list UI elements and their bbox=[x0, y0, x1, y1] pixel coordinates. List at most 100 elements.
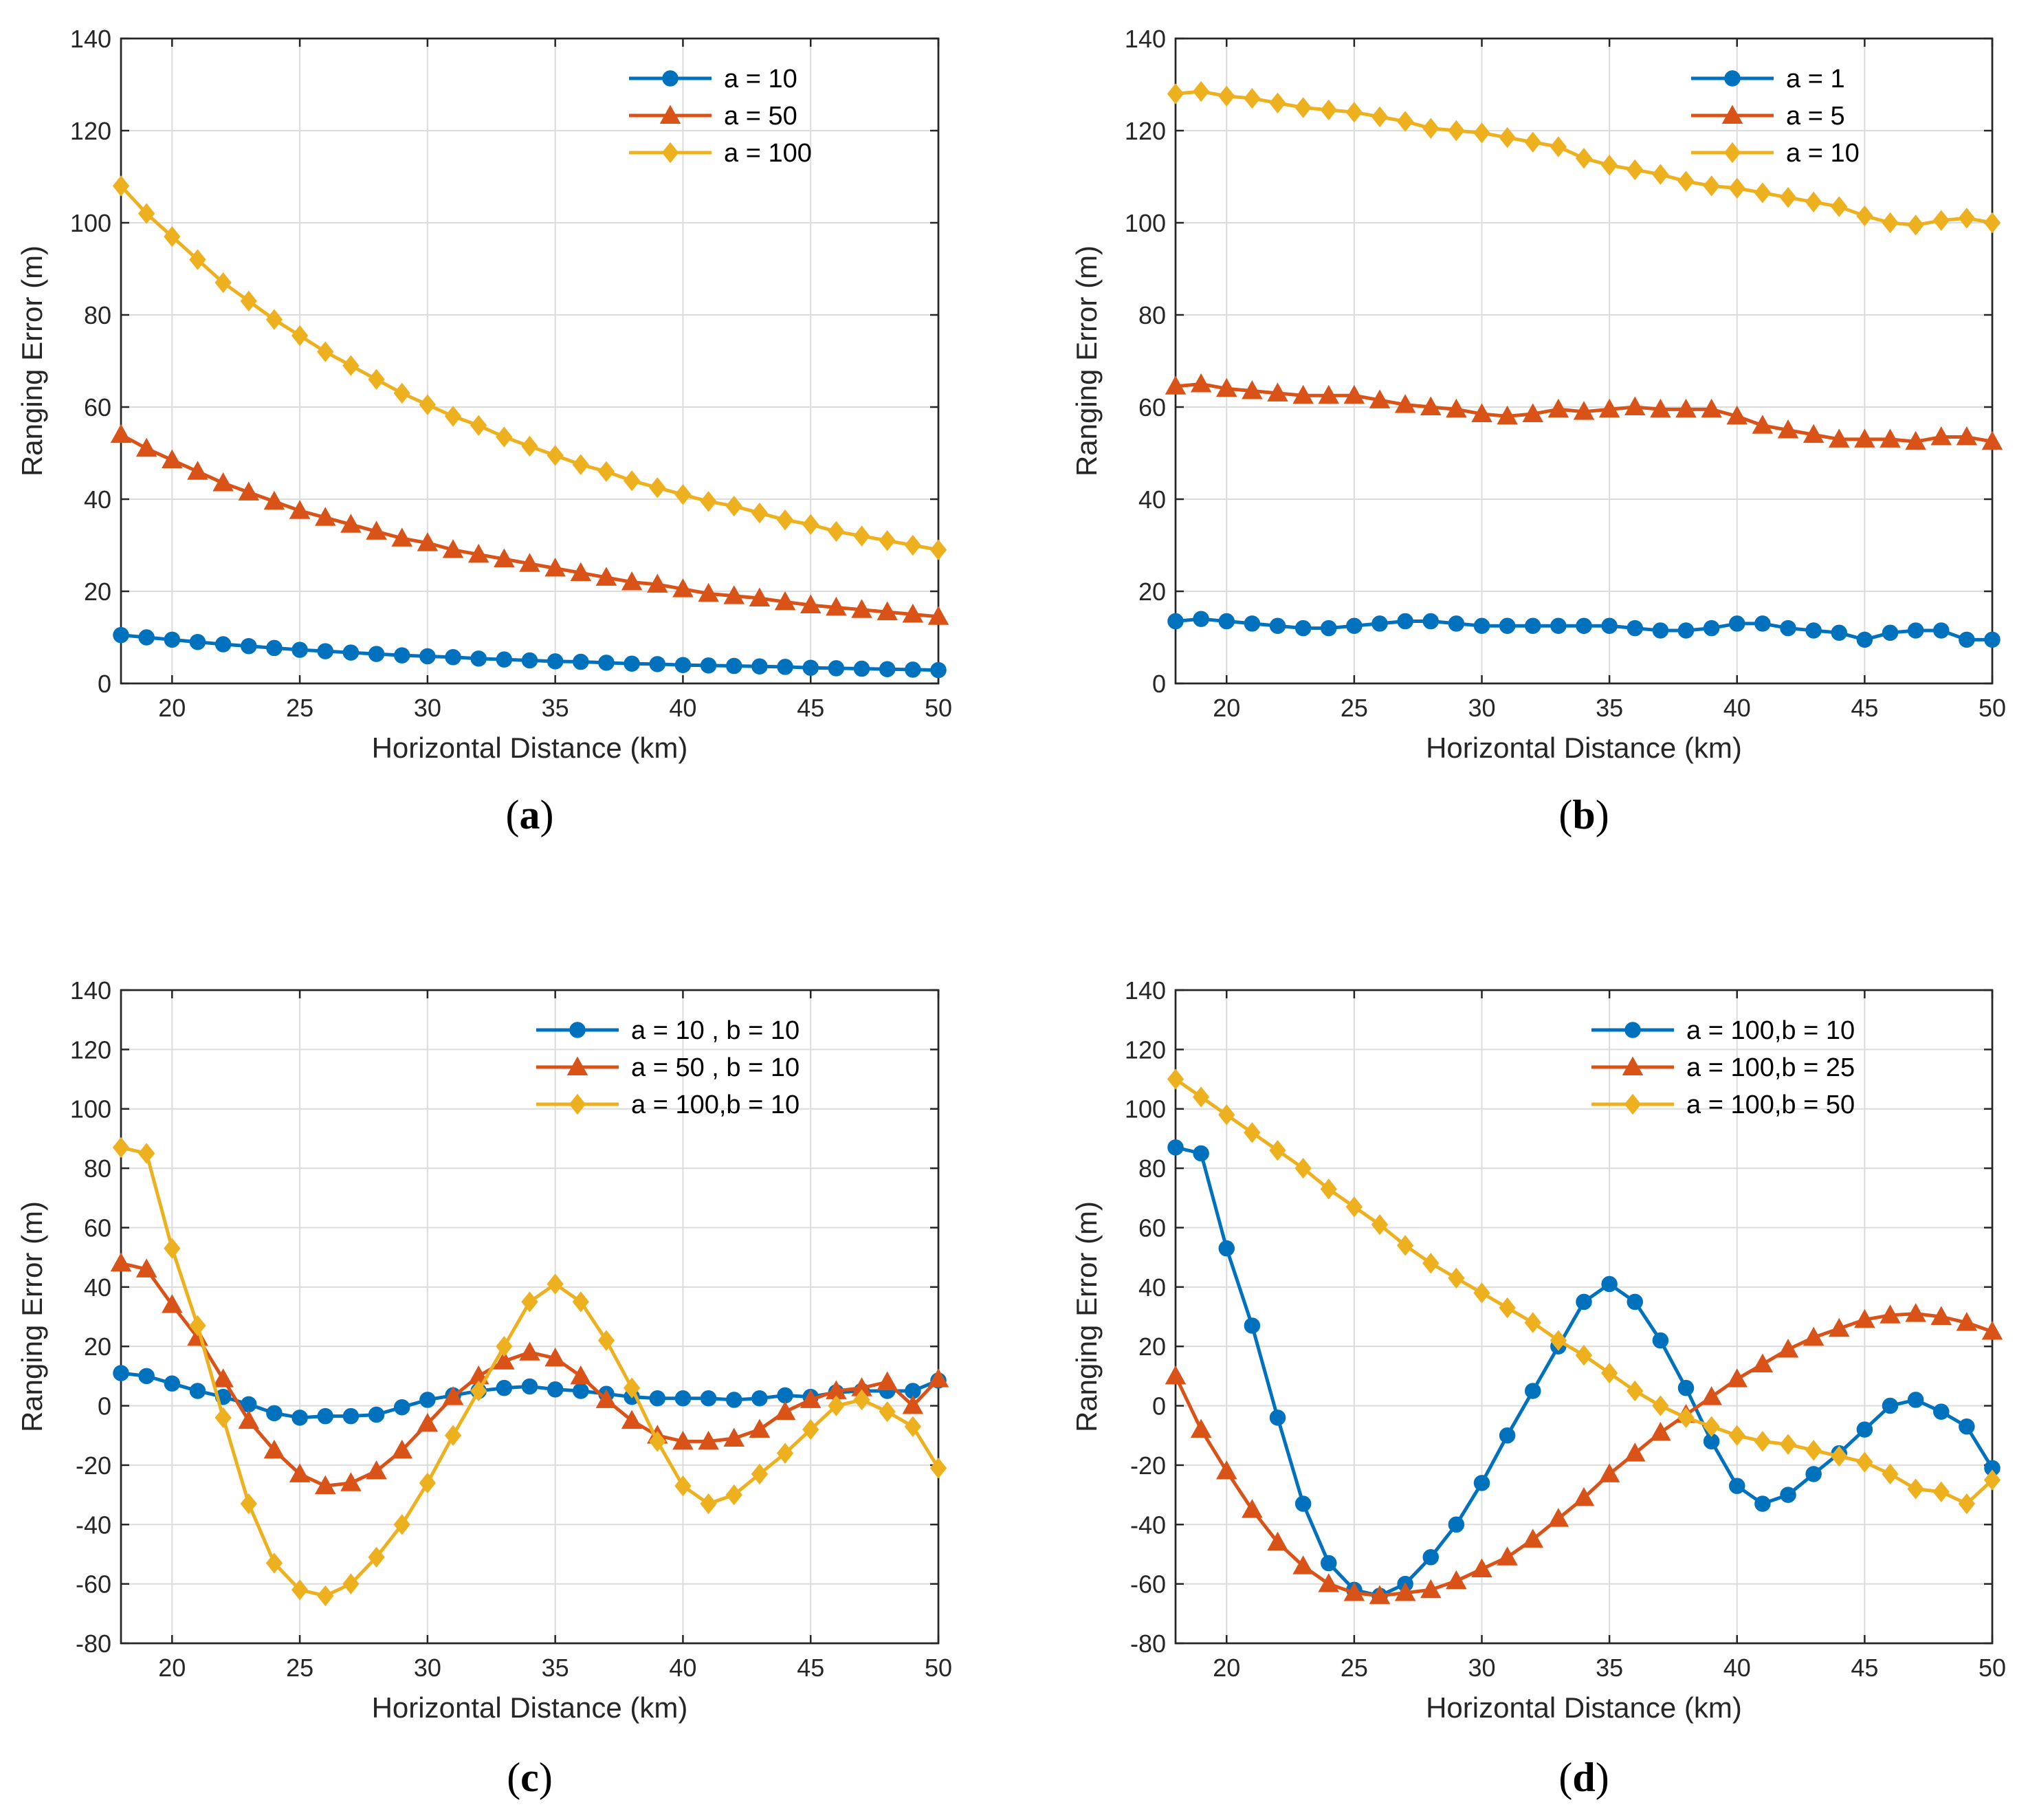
legend: a = 10 , b = 10 a = 50 , b = 10 a = 100,b … bbox=[536, 1016, 800, 1119]
data-point bbox=[902, 1395, 924, 1414]
data-point bbox=[1984, 631, 2001, 648]
data-point bbox=[1422, 1549, 1439, 1566]
data-point bbox=[1624, 1443, 1646, 1462]
data-point bbox=[113, 626, 129, 644]
data-point bbox=[393, 1399, 410, 1416]
legend-marker bbox=[1622, 1056, 1644, 1075]
data-point bbox=[1805, 1440, 1822, 1461]
data-point bbox=[1752, 415, 1774, 434]
data-point bbox=[802, 514, 819, 536]
data-point bbox=[851, 599, 872, 618]
legend-marker bbox=[566, 1056, 588, 1075]
data-point bbox=[929, 539, 947, 560]
x-tick-label: 40 bbox=[1723, 694, 1751, 722]
data-point bbox=[1780, 1487, 1796, 1503]
data-point bbox=[1547, 1508, 1569, 1527]
data-point bbox=[877, 601, 898, 621]
legend-marker bbox=[1721, 105, 1743, 124]
data-point bbox=[521, 1291, 538, 1313]
data-point bbox=[573, 1383, 589, 1399]
x-tick-label: 40 bbox=[1723, 1654, 1751, 1682]
y-tick-label: 120 bbox=[1125, 117, 1166, 145]
y-axis-label: Ranging Error (m) bbox=[1070, 245, 1103, 476]
data-point bbox=[1831, 196, 1848, 217]
data-point bbox=[1882, 624, 1899, 642]
data-point bbox=[137, 1143, 155, 1164]
x-tick-label: 40 bbox=[669, 694, 696, 722]
legend-label: a = 100,b = 25 bbox=[1686, 1053, 1855, 1082]
data-point bbox=[214, 272, 232, 294]
data-point bbox=[1601, 617, 1618, 634]
data-point bbox=[112, 1137, 130, 1159]
data-point bbox=[674, 1475, 692, 1497]
data-point bbox=[1321, 1555, 1337, 1572]
data-point bbox=[1190, 1418, 1212, 1438]
data-point bbox=[1650, 1421, 1671, 1441]
y-tick-label: -60 bbox=[1130, 1570, 1166, 1599]
data-point bbox=[1932, 210, 1950, 231]
data-point bbox=[1854, 1308, 1875, 1328]
data-point bbox=[1981, 430, 2003, 450]
series-2 bbox=[1165, 373, 2003, 450]
plot-area bbox=[1174, 37, 1994, 685]
data-point bbox=[1573, 401, 1595, 420]
data-point bbox=[623, 1377, 641, 1399]
legend-marker bbox=[569, 1093, 586, 1115]
x-tick-label: 50 bbox=[1979, 694, 2006, 722]
x-tick-label: 45 bbox=[1851, 694, 1878, 722]
x-tick-label: 45 bbox=[1851, 1654, 1878, 1682]
x-tick-label: 40 bbox=[669, 1654, 696, 1682]
data-point bbox=[1499, 617, 1516, 634]
data-point bbox=[419, 1392, 436, 1408]
y-tick-label: 0 bbox=[1152, 670, 1166, 698]
data-point bbox=[1499, 1427, 1516, 1444]
legend-label: a = 1 bbox=[1786, 65, 1845, 94]
y-tick-label: 80 bbox=[1138, 1154, 1166, 1183]
data-point bbox=[1218, 613, 1235, 630]
data-point bbox=[1930, 1306, 1952, 1325]
series-3 bbox=[1167, 1068, 2001, 1515]
data-point bbox=[544, 1347, 566, 1367]
data-point bbox=[1396, 111, 1414, 132]
data-point bbox=[904, 1416, 922, 1437]
data-point bbox=[442, 539, 464, 558]
data-point bbox=[1343, 384, 1365, 404]
data-point bbox=[1292, 1555, 1314, 1575]
data-point bbox=[1244, 1317, 1261, 1334]
data-point bbox=[519, 1341, 540, 1361]
data-point bbox=[828, 1395, 845, 1416]
legend: a = 100,b = 10 a = 100,b = 25 a = 100,b = … bbox=[1591, 1016, 1855, 1119]
data-point bbox=[1856, 631, 1873, 648]
data-point bbox=[417, 532, 439, 551]
x-tick-label: 20 bbox=[1213, 694, 1240, 722]
data-point bbox=[1907, 622, 1924, 639]
data-point bbox=[777, 1387, 793, 1404]
legend-label: a = 10 , b = 10 bbox=[631, 1016, 800, 1045]
data-point bbox=[1397, 613, 1413, 630]
data-point bbox=[1550, 617, 1567, 634]
y-tick-label: 80 bbox=[84, 301, 111, 329]
y-tick-label: -80 bbox=[1130, 1630, 1166, 1658]
data-point bbox=[1703, 1416, 1720, 1437]
series-3 bbox=[1167, 80, 2001, 236]
data-point bbox=[291, 1410, 308, 1426]
y-tick-label: 20 bbox=[84, 578, 111, 606]
panel-caption: (d) bbox=[1558, 1755, 1609, 1800]
data-point bbox=[1777, 419, 1799, 439]
data-point bbox=[1907, 1392, 1924, 1408]
data-point bbox=[164, 1375, 181, 1392]
data-point bbox=[1828, 1317, 1850, 1337]
data-point bbox=[1882, 1463, 1899, 1485]
data-point bbox=[444, 406, 462, 427]
data-point bbox=[1269, 1410, 1286, 1426]
x-tick-label: 20 bbox=[158, 1654, 186, 1682]
data-point bbox=[547, 445, 564, 466]
y-tick-label: 40 bbox=[1138, 485, 1166, 514]
data-point bbox=[496, 651, 513, 668]
data-point bbox=[1856, 1421, 1873, 1438]
data-point bbox=[1524, 131, 1541, 153]
data-point bbox=[1547, 398, 1569, 418]
legend-label: a = 50 bbox=[724, 102, 797, 131]
data-point bbox=[749, 1418, 771, 1438]
data-point bbox=[419, 648, 436, 665]
